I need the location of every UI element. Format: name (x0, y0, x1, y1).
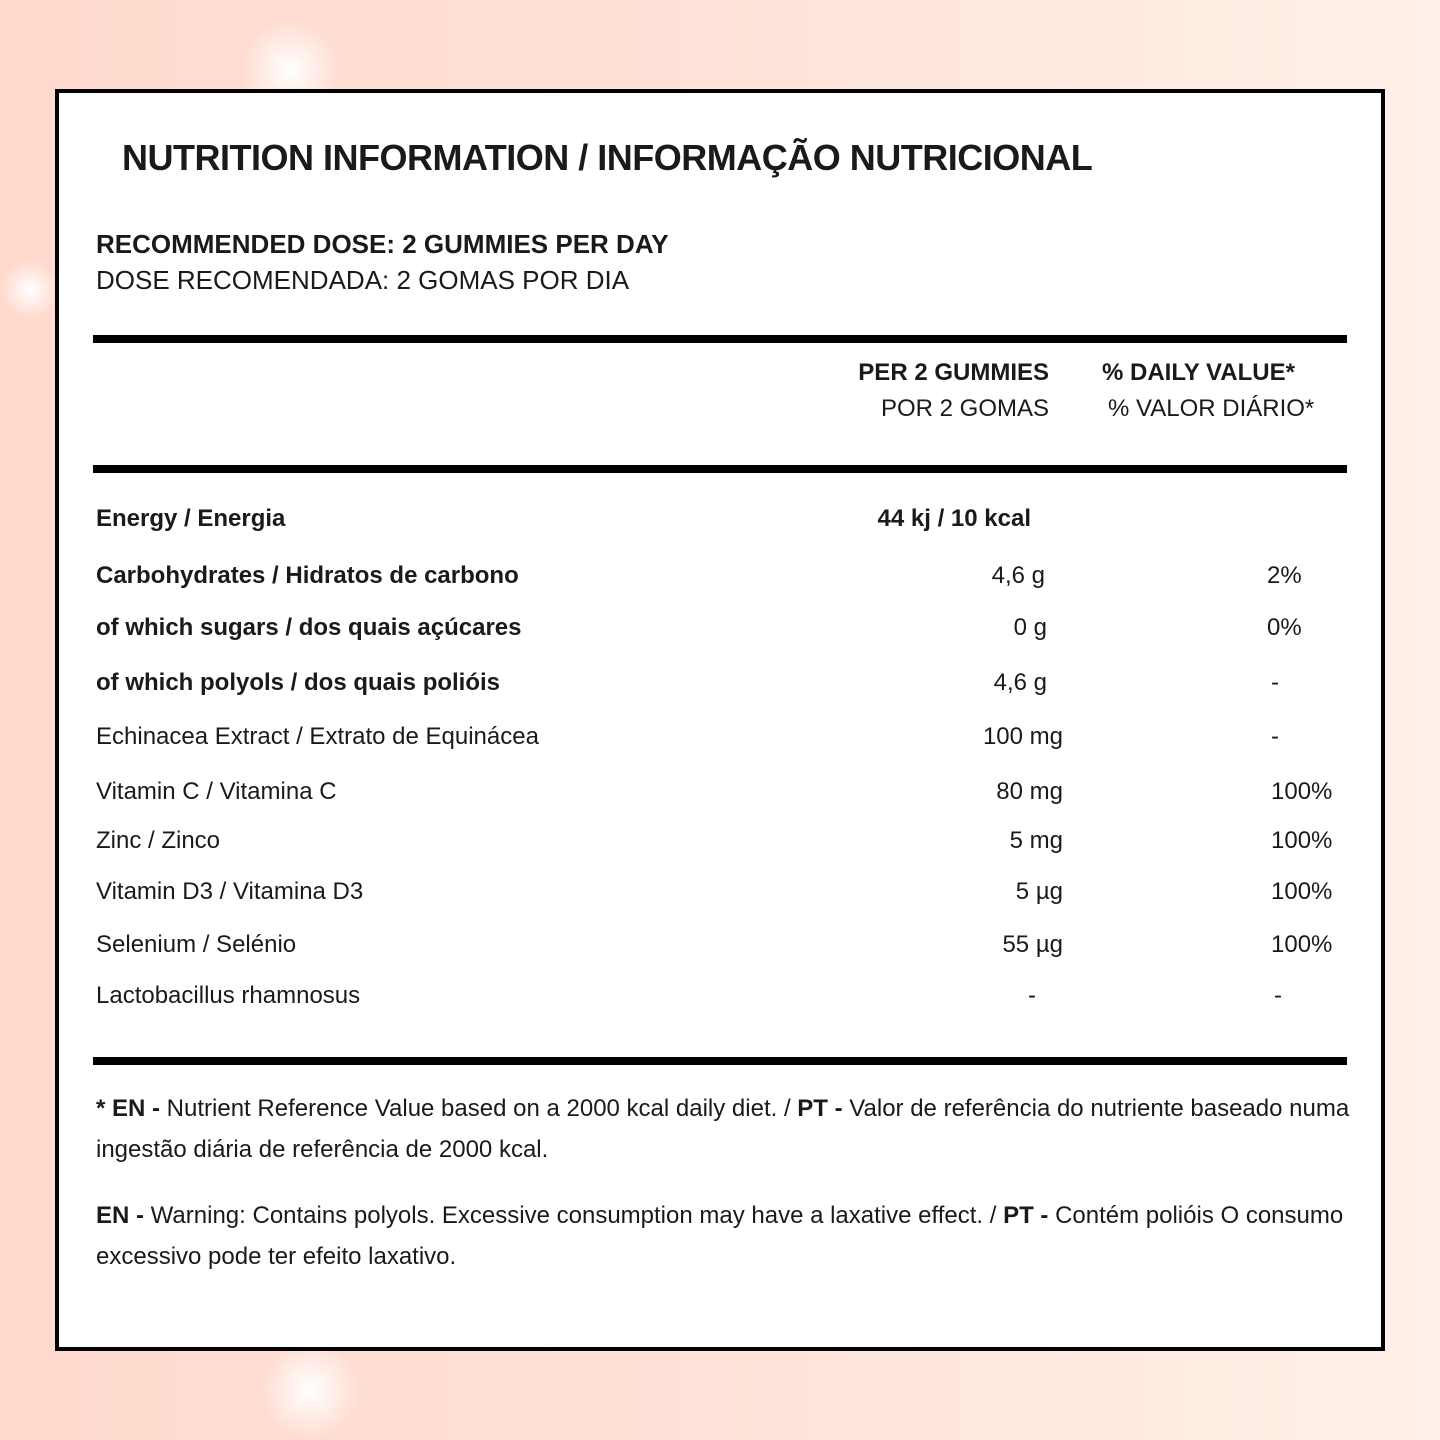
daily-value: - (1271, 723, 1279, 750)
nutrient-value: 5 mg (1009, 827, 1063, 854)
daily-value: 100% (1271, 931, 1333, 958)
nutrient-name: Zinc / Zinco (96, 827, 221, 854)
divider (93, 465, 1347, 473)
nutrient-value: 55 µg (1002, 931, 1063, 958)
nutrient-value: 4,6 g (991, 562, 1045, 589)
table-row: Vitamin C / Vitamina C 80 mg 100% (59, 778, 1381, 808)
recommended-dose-pt: DOSE RECOMENDADA: 2 GOMAS POR DIA (96, 265, 630, 295)
daily-value: 100% (1271, 778, 1333, 805)
table-row: of which polyols / dos quais polióis 4,6… (59, 669, 1381, 699)
page-title: NUTRITION INFORMATION / INFORMAÇÃO NUTRI… (122, 137, 1093, 178)
divider (93, 1057, 1347, 1065)
sparkle-decoration (260, 1340, 360, 1440)
nutrient-name: Vitamin C / Vitamina C (96, 778, 337, 805)
table-row: Lactobacillus rhamnosus - - (59, 982, 1381, 1012)
nutrient-value: 100 mg (982, 723, 1063, 750)
daily-value: 0% (1267, 614, 1302, 641)
nutrient-value: - (1028, 982, 1036, 1009)
per-serving-header-en: PER 2 GUMMIES (858, 359, 1049, 386)
nutrient-name: of which sugars / dos quais açúcares (96, 614, 522, 641)
daily-value: 100% (1271, 878, 1333, 905)
warning-pt-text: Contém polióis O consumo excessivo pode … (96, 1202, 1344, 1270)
table-row: Zinc / Zinco 5 mg 100% (59, 827, 1381, 857)
table-row: of which sugars / dos quais açúcares 0 g… (59, 614, 1381, 644)
sparkle-decoration (0, 260, 60, 320)
footnote-reference-value: * EN - Nutrient Reference Value based on… (96, 1088, 1366, 1170)
nutrient-value: 4,6 g (993, 669, 1047, 696)
warning-en-label: EN - (96, 1202, 144, 1229)
daily-value: - (1271, 669, 1279, 696)
table-row: Vitamin D3 / Vitamina D3 5 µg 100% (59, 878, 1381, 908)
nutrient-value: 5 µg (1015, 878, 1063, 905)
footnote-en-label: * EN - (96, 1095, 161, 1122)
nutrient-name: of which polyols / dos quais polióis (96, 669, 501, 696)
daily-value: 2% (1267, 562, 1302, 589)
nutrient-name: Lactobacillus rhamnosus (96, 982, 361, 1009)
per-serving-header-pt: POR 2 GOMAS (880, 395, 1049, 422)
daily-value-header-pt: % VALOR DIÁRIO* (1108, 395, 1315, 422)
nutrient-name: Echinacea Extract / Extrato de Equinácea (96, 723, 539, 750)
warning-pt-label: PT - (1003, 1202, 1049, 1229)
nutrient-name: Carbohydrates / Hidratos de carbono (96, 562, 519, 589)
footnote-en-text: Nutrient Reference Value based on a 2000… (160, 1095, 798, 1122)
daily-value: - (1274, 982, 1282, 1009)
nutrient-name: Selenium / Selénio (96, 931, 297, 958)
footnote-warning: EN - Warning: Contains polyols. Excessiv… (96, 1195, 1371, 1277)
nutrient-name: Vitamin D3 / Vitamina D3 (96, 878, 364, 905)
daily-value-header-en: % DAILY VALUE* (1102, 359, 1295, 386)
footnote-pt-label: PT - (797, 1095, 843, 1122)
nutrient-value: 0 g (1013, 614, 1047, 641)
divider (93, 335, 1347, 343)
warning-en-text: Warning: Contains polyols. Excessive con… (144, 1202, 1004, 1229)
nutrition-panel: NUTRITION INFORMATION / INFORMAÇÃO NUTRI… (55, 89, 1385, 1351)
table-row-energy: Energy / Energia 44 kj / 10 kcal (59, 505, 1381, 535)
footnote-pt-text: Valor de referência do nutriente baseado… (96, 1095, 1350, 1163)
table-row: Carbohydrates / Hidratos de carbono 4,6 … (59, 562, 1381, 592)
daily-value: 100% (1271, 827, 1333, 854)
nutrient-name: Energy / Energia (96, 505, 286, 532)
nutrient-value: 44 kj / 10 kcal (877, 505, 1031, 532)
recommended-dose-en: RECOMMENDED DOSE: 2 GUMMIES PER DAY (96, 229, 669, 259)
table-row: Echinacea Extract / Extrato de Equinácea… (59, 723, 1381, 753)
nutrient-value: 80 mg (996, 778, 1063, 805)
table-row: Selenium / Selénio 55 µg 100% (59, 931, 1381, 961)
